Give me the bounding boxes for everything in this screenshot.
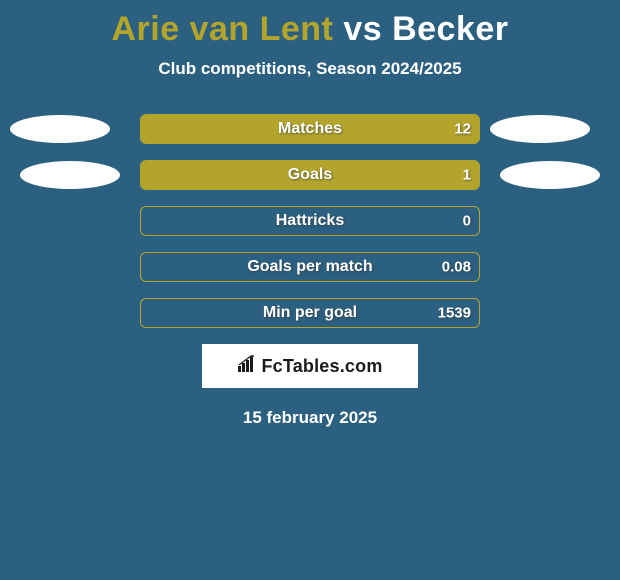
stat-bar-fill: [141, 161, 479, 189]
stat-value: 0: [463, 213, 471, 230]
stat-label: Min per goal: [141, 304, 479, 322]
logo-text: FcTables.com: [261, 356, 382, 377]
player1-marker: [20, 161, 120, 189]
page-title: Arie van Lent vs Becker: [0, 0, 620, 49]
barchart-icon: [237, 355, 257, 378]
stat-value: 1539: [438, 305, 471, 322]
player1-marker: [10, 115, 110, 143]
title-player1: Arie van Lent: [111, 10, 333, 48]
stat-label: Goals per match: [141, 258, 479, 276]
stat-row: Hattricks0: [0, 206, 620, 236]
stat-bar: Min per goal1539: [140, 298, 480, 328]
stat-bar: Hattricks0: [140, 206, 480, 236]
date-line: 15 february 2025: [0, 408, 620, 428]
logo: FcTables.com: [237, 355, 382, 378]
stat-row: Goals1: [0, 160, 620, 190]
stat-bar: Goals1: [140, 160, 480, 190]
stat-row: Min per goal1539: [0, 298, 620, 328]
stat-bar: Matches12: [140, 114, 480, 144]
stat-bar-fill: [141, 115, 479, 143]
stat-label: Hattricks: [141, 212, 479, 230]
stat-value: 0.08: [442, 259, 471, 276]
player2-marker: [490, 115, 590, 143]
stat-row: Goals per match0.08: [0, 252, 620, 282]
subtitle: Club competitions, Season 2024/2025: [0, 59, 620, 79]
title-vs: vs: [343, 10, 382, 48]
logo-box: FcTables.com: [202, 344, 418, 388]
title-player2: Becker: [392, 10, 508, 48]
chart-area: Matches12 Goals1 Hattricks0 Goals per match…: [0, 114, 620, 328]
player2-marker: [500, 161, 600, 189]
stat-row: Matches12: [0, 114, 620, 144]
stat-bar: Goals per match0.08: [140, 252, 480, 282]
